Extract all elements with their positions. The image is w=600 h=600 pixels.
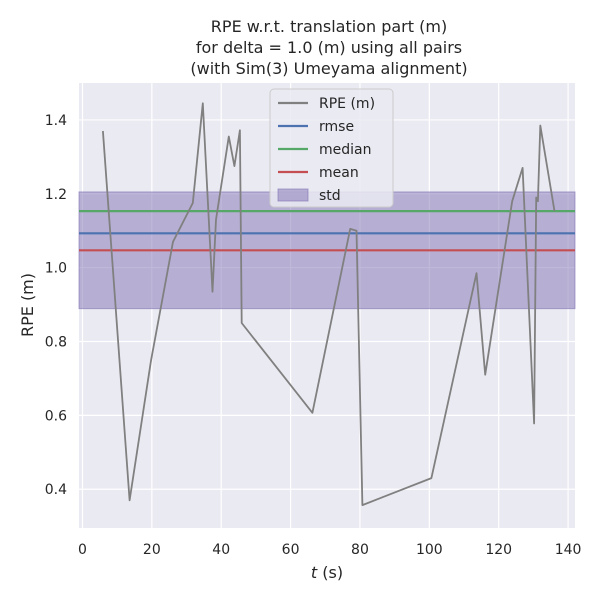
y-tick-label: 1.2	[45, 187, 67, 203]
x-tick-labels: 0 20 40 60 80 100 120 140	[78, 542, 581, 558]
rpe-series-line	[102, 102, 556, 507]
y-tick-label: 0.8	[45, 335, 67, 351]
x-tick-label: 80	[351, 542, 369, 558]
x-axis-label: t (s)	[311, 563, 343, 582]
x-axis-label-var: t	[311, 563, 318, 582]
legend-label: median	[319, 142, 371, 158]
chart-title-line-3: (with Sim(3) Umeyama alignment)	[190, 59, 467, 78]
y-tick-label: 0.4	[45, 482, 67, 498]
chart-title-line-1: RPE w.r.t. translation part (m)	[211, 17, 447, 36]
x-tick-label: 140	[555, 542, 582, 558]
legend-label: std	[319, 188, 341, 204]
y-tick-labels: 0.4 0.6 0.8 1.0 1.2 1.4	[45, 113, 67, 498]
stat-lines-layer	[79, 210, 575, 252]
chart-title: RPE w.r.t. translation part (m) for delt…	[190, 17, 467, 78]
y-tick-label: 1.4	[45, 113, 67, 129]
x-axis-label-unit: (s)	[317, 563, 343, 582]
x-tick-label: 60	[282, 542, 300, 558]
x-tick-label: 100	[416, 542, 443, 558]
legend-label: RPE (m)	[319, 96, 375, 112]
x-tick-label: 120	[485, 542, 512, 558]
legend-swatch	[277, 188, 309, 202]
x-tick-label: 0	[78, 542, 87, 558]
series-layer	[102, 102, 556, 507]
legend-label: rmse	[319, 119, 354, 135]
y-tick-label: 1.0	[45, 261, 67, 277]
legend: RPE (m) rmse median mean std	[269, 88, 394, 208]
y-tick-label: 0.6	[45, 408, 67, 424]
legend-label: mean	[319, 165, 359, 181]
legend-box	[269, 88, 394, 208]
x-tick-label: 20	[143, 542, 161, 558]
chart-title-line-2: for delta = 1.0 (m) using all pairs	[196, 38, 462, 57]
y-axis-label: RPE (m)	[18, 273, 37, 337]
x-tick-label: 40	[212, 542, 230, 558]
